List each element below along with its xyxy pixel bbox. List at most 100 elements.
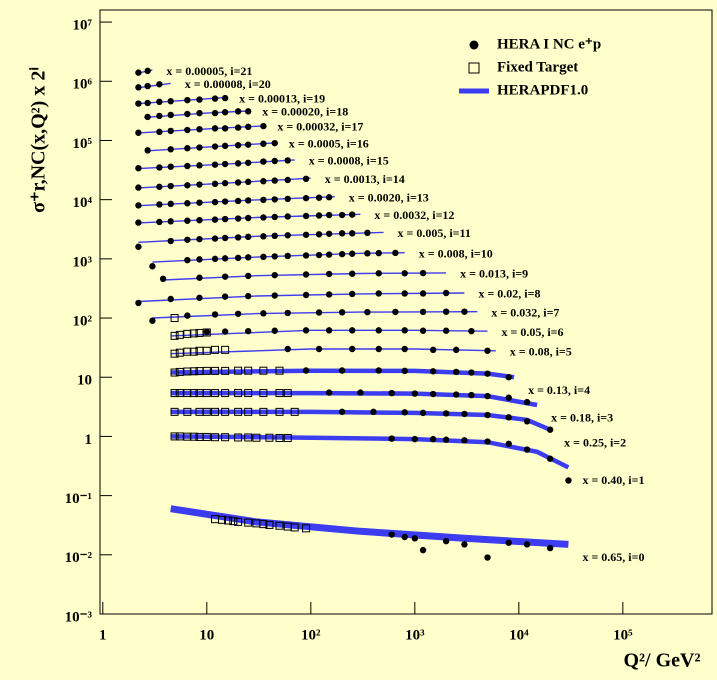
- hera-point: [338, 230, 346, 237]
- hera-point: [284, 232, 291, 239]
- hera-point: [135, 164, 142, 172]
- hera-point: [505, 414, 512, 421]
- hera-point: [156, 201, 163, 208]
- hera-point: [211, 216, 219, 223]
- hera-point: [315, 212, 323, 219]
- hera-point: [184, 162, 191, 170]
- hera-point: [338, 309, 346, 316]
- hera-point: [221, 273, 229, 280]
- fixed-target-point: [244, 518, 253, 527]
- hera-point: [325, 194, 333, 201]
- hera-point: [364, 308, 371, 316]
- hera-point: [211, 235, 219, 242]
- hera-point: [135, 219, 142, 226]
- x-tick-label: 10²: [301, 627, 321, 643]
- bin-label: x = 0.05, i=6: [502, 325, 564, 339]
- hera-point: [442, 410, 450, 417]
- fit-curve: [138, 82, 171, 89]
- fixed-target-point: [202, 346, 211, 355]
- hera-point: [244, 272, 252, 280]
- fixed-target-point: [259, 389, 268, 398]
- plot-frame: [99, 9, 713, 615]
- hera-point: [484, 392, 491, 400]
- hera-point: [401, 327, 408, 334]
- hera-point: [244, 197, 252, 204]
- bin-label: x = 0.0032, i=12: [374, 208, 454, 222]
- hera-point: [364, 229, 371, 237]
- hera-point: [184, 110, 191, 118]
- bin-label: x = 0.18, i=3: [551, 411, 613, 425]
- hera-point: [505, 394, 512, 401]
- fixed-target-point: [202, 432, 211, 441]
- hera-point: [144, 82, 151, 90]
- hera-point: [221, 125, 229, 132]
- fixed-target-point: [189, 329, 198, 338]
- hera-point: [260, 310, 267, 317]
- hera-point: [156, 128, 163, 136]
- hera-point: [260, 253, 267, 261]
- hera-point: [302, 291, 310, 299]
- bin-label: x = 0.00020, i=18: [262, 105, 348, 119]
- fit-curve: [152, 311, 478, 319]
- hera-point: [196, 181, 203, 188]
- hera-point: [271, 232, 278, 240]
- hera-point: [135, 129, 142, 136]
- hera-point: [348, 230, 356, 237]
- bin-label: x = 0.013, i=9: [460, 267, 528, 281]
- bin-label: x = 0.08, i=5: [510, 345, 572, 359]
- hera-point: [388, 531, 395, 538]
- x-tick-label: 10⁴: [509, 627, 529, 643]
- fixed-target-point: [221, 433, 230, 442]
- x-tick-label: 10: [199, 627, 214, 643]
- hera-point: [375, 290, 382, 297]
- hera-point: [419, 546, 427, 554]
- fixed-target-point: [189, 347, 198, 356]
- fixed-target-point: [170, 389, 179, 398]
- hera-point: [184, 200, 191, 207]
- hera-point: [149, 263, 156, 270]
- hera-point: [271, 196, 278, 203]
- fit-curve: [170, 368, 515, 380]
- hera-point: [375, 345, 382, 353]
- hera-point: [260, 214, 267, 221]
- hera-point: [401, 367, 408, 375]
- hera-point: [144, 113, 151, 121]
- fixed-target-point: [283, 389, 292, 398]
- fixed-target-point: [170, 432, 179, 441]
- x-tick-label: 1: [99, 627, 107, 643]
- hera-point: [442, 308, 450, 315]
- hera-point: [196, 235, 203, 243]
- hera-point: [302, 327, 310, 334]
- fixed-target-point: [170, 314, 179, 323]
- hera-point: [411, 435, 419, 443]
- hera-point: [284, 213, 291, 220]
- fixed-target-point: [290, 407, 299, 416]
- hera-point: [271, 157, 278, 165]
- hera-point: [401, 409, 408, 416]
- hera-point: [302, 212, 310, 220]
- hera-point: [184, 217, 191, 224]
- hera-point: [135, 100, 142, 107]
- hera-point: [284, 176, 291, 184]
- hera-point: [184, 126, 191, 134]
- hera-point: [315, 231, 323, 238]
- hera-point: [315, 251, 323, 259]
- y-tick-label: 10⁻¹: [65, 491, 92, 507]
- fixed-target-point: [183, 367, 192, 376]
- hera-point: [167, 218, 174, 225]
- hera-point: [461, 437, 468, 444]
- fixed-target-point: [211, 407, 220, 416]
- bin-label: x = 0.00032, i=17: [277, 120, 363, 134]
- hera-point: [167, 98, 174, 105]
- hera-point: [484, 370, 491, 377]
- fixed-target-point: [211, 433, 220, 442]
- hera-point: [523, 418, 531, 425]
- hera-point: [429, 346, 437, 354]
- bin-label: x = 0.02, i=8: [478, 287, 540, 301]
- bin-label: x = 0.0020, i=13: [349, 190, 429, 204]
- hera-point: [244, 254, 252, 261]
- fixed-target-point: [211, 345, 220, 354]
- hera-point: [244, 214, 252, 222]
- hera-point: [565, 477, 572, 484]
- hera-point: [221, 142, 229, 150]
